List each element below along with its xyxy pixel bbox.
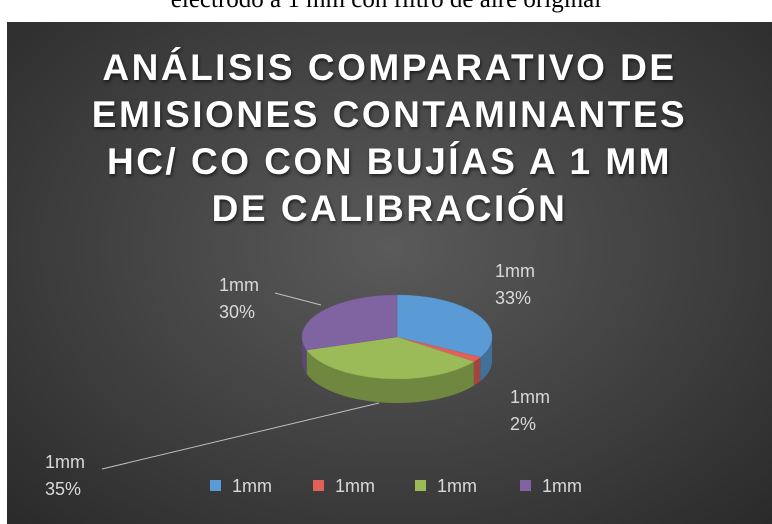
leader-line — [101, 402, 380, 470]
pie-side — [306, 349, 474, 403]
chart: 1mm 33% 1mm 2% 1mm 35% 1mm 30% 1mm 1mm 1mm 1mm — [45, 261, 582, 499]
caption: electrodo a 1 mm con filtro de aire orig… — [0, 0, 772, 14]
legend-swatch — [210, 480, 221, 491]
chart-title: ANÁLISIS COMPARATIVO DE EMISIONES CONTAM… — [91, 47, 688, 229]
data-label-value: 33% — [495, 288, 531, 308]
pie-side — [302, 337, 307, 374]
chart-area: ANÁLISIS COMPARATIVO DE EMISIONES CONTAM… — [7, 22, 772, 524]
data-label-category: 1mm — [495, 261, 535, 281]
data-label-category: 1mm — [219, 275, 259, 295]
pie-slice — [301, 294, 398, 351]
leader-line — [274, 292, 322, 306]
pie-slice — [396, 294, 493, 358]
legend-label: 1mm — [335, 476, 375, 496]
legend-label: 1mm — [437, 476, 477, 496]
pie-slice — [306, 336, 475, 380]
data-label-value: 35% — [45, 479, 81, 499]
pie-side — [473, 357, 481, 386]
legend-label: 1mm — [542, 476, 582, 496]
data-label-value: 30% — [219, 302, 255, 322]
legend-label: 1mm — [232, 476, 272, 496]
data-label-category: 1mm — [45, 452, 85, 472]
pie-side — [480, 337, 492, 382]
legend-swatch — [520, 480, 531, 491]
legend-swatch — [415, 480, 426, 491]
data-label-category: 1mm — [510, 387, 550, 407]
data-label-value: 2% — [510, 414, 536, 434]
legend-swatch — [313, 480, 324, 491]
